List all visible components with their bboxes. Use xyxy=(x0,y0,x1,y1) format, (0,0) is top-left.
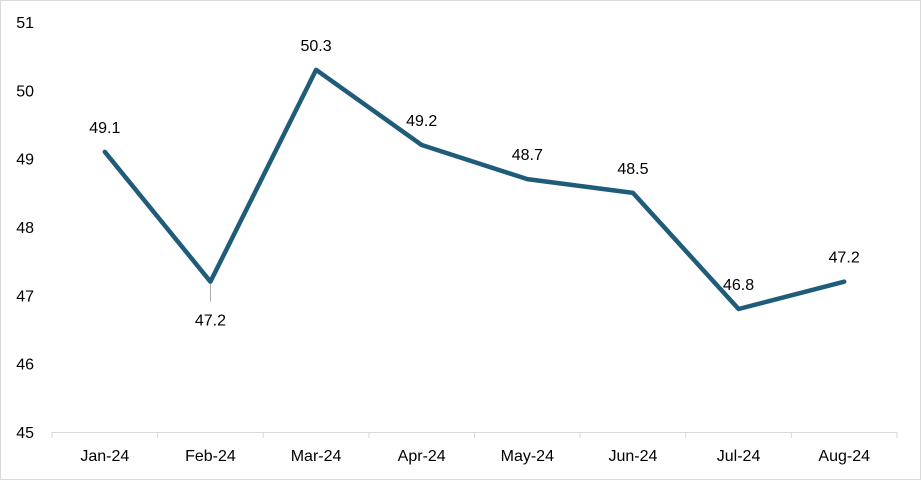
x-tick-label-may-24: May-24 xyxy=(501,448,554,465)
x-axis-ticks: Jan-24 Feb-24 Mar-24 Apr-24 May-24 Jun-24 Jul-… xyxy=(80,448,870,465)
x-tick-label-jan-24: Jan-24 xyxy=(80,448,129,465)
x-tick-label-jul-24: Jul-24 xyxy=(717,448,761,465)
x-tick-label-jun-24: Jun-24 xyxy=(608,448,657,465)
data-label-jul-24: 46.8 xyxy=(723,277,754,294)
series-group xyxy=(102,67,847,312)
data-label-feb-24: 47.2 xyxy=(195,313,226,330)
x-tick-label-apr-24: Apr-24 xyxy=(398,448,446,465)
y-tick-label-45: 45 xyxy=(16,425,34,442)
data-label-jun-24: 48.5 xyxy=(617,161,648,178)
x-tick-label-aug-24: Aug-24 xyxy=(818,448,870,465)
data-label-may-24: 48.7 xyxy=(512,147,543,164)
x-tick-label-feb-24: Feb-24 xyxy=(185,448,236,465)
y-tick-label-48: 48 xyxy=(16,220,34,237)
y-tick-label-51: 51 xyxy=(16,15,34,32)
x-axis xyxy=(51,432,898,438)
data-label-apr-24: 49.2 xyxy=(406,113,437,130)
series-line xyxy=(102,67,847,312)
data-labels: 49.1 47.2 50.3 49.2 48.7 48.5 46.8 47.2 xyxy=(89,38,860,330)
y-tick-label-47: 47 xyxy=(16,288,34,305)
y-tick-label-50: 50 xyxy=(16,83,34,100)
x-tick-label-mar-24: Mar-24 xyxy=(291,448,342,465)
data-label-jan-24: 49.1 xyxy=(89,120,120,137)
data-label-aug-24: 47.2 xyxy=(829,250,860,267)
y-tick-label-46: 46 xyxy=(16,357,34,374)
data-label-mar-24: 50.3 xyxy=(300,38,331,55)
y-tick-label-49: 49 xyxy=(16,152,34,169)
y-axis-ticks: 45 46 47 48 49 50 51 xyxy=(16,15,34,442)
